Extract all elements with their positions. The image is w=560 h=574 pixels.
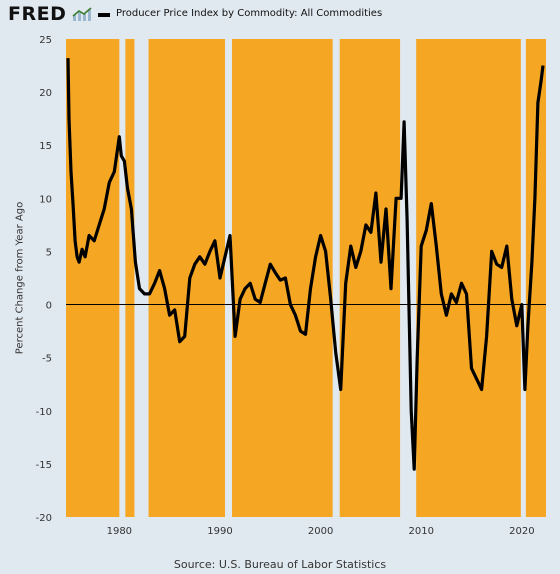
shaded-period-5 <box>416 39 521 517</box>
y-tick-label-7: -10 <box>36 407 52 418</box>
source-note: Source: U.S. Bureau of Labor Statistics <box>173 558 387 571</box>
y-tick-label-8: -15 <box>36 460 52 471</box>
shaded-period-2 <box>148 39 225 517</box>
y-tick-label-2: 15 <box>39 141 52 152</box>
x-tick-label-2: 2000 <box>308 526 333 537</box>
x-tick-label-3: 2010 <box>408 526 433 537</box>
y-tick-label-4: 5 <box>46 247 52 258</box>
series-line-ppi <box>66 58 545 471</box>
y-tick-label-9: -20 <box>36 513 52 524</box>
chart-header: FRED Producer Price Index by Commodity: … <box>0 0 560 34</box>
y-tick-label-1: 20 <box>39 88 52 99</box>
legend-swatch <box>98 13 110 17</box>
y-tick-label-5: 0 <box>46 301 52 312</box>
x-tick-label-0: 1980 <box>107 526 132 537</box>
y-tick-label-0: 25 <box>39 35 52 46</box>
shaded-period-0 <box>66 39 120 517</box>
y-tick-labels: 25 20 15 10 5 0 -5 -10 -15 -20 <box>36 35 52 524</box>
fred-logo: FRED <box>8 3 67 25</box>
x-tick-label-1: 1990 <box>207 526 232 537</box>
y-tick-label-6: -5 <box>42 354 52 365</box>
x-tick-label-4: 2020 <box>509 526 534 537</box>
trend-line-icon <box>72 7 92 21</box>
shaded-period-6 <box>525 39 546 517</box>
y-tick-label-3: 10 <box>39 194 52 205</box>
legend-label: Producer Price Index by Commodity: All C… <box>116 8 383 19</box>
shaded-period-1 <box>125 39 135 517</box>
x-tick-labels: 1980 1990 2000 2010 2020 <box>107 526 535 537</box>
